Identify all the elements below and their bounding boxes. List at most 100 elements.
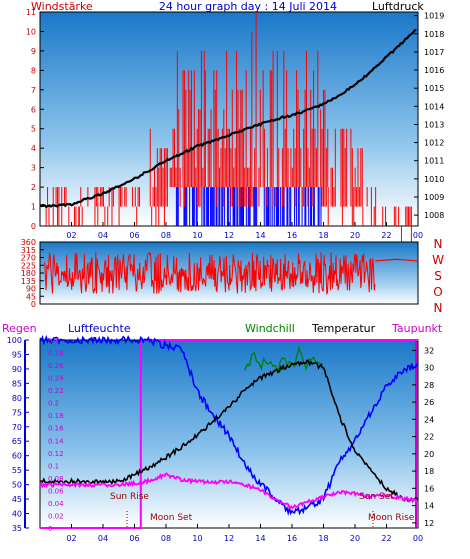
direction-tick-label: 90 [26,285,36,294]
compass-letter: S [434,269,442,283]
time-tick-label: 06 [129,534,139,543]
direction-tick-label: 135 [21,277,36,286]
time-tick-label: 18 [318,534,328,543]
compass-letter: W [432,253,444,267]
rain-tick-label: 0 [48,525,52,533]
time-tick-label: 22 [381,534,391,543]
wind-tick-label: 2 [31,183,36,192]
time-tick-label: 14 [255,534,265,543]
pressure-tick-label: 1011 [424,157,444,166]
time-tick-label: 12 [224,534,234,543]
rain-tick-label: 0.26 [48,362,64,370]
wind-tick-label: 4 [31,144,36,153]
pressure-line [39,29,417,209]
direction-tick-label: 0 [31,300,36,309]
temperature-line [39,359,419,503]
humidity-tick-label: 70 [12,423,22,432]
wind-tick-label: 11 [26,8,36,17]
humidity-tick-label: 95 [12,350,22,359]
rain-tick-label: 0.22 [48,387,64,395]
temperature-tick-label: 20 [424,450,434,459]
wind-tick-label: 8 [31,66,36,75]
wind-tick-label: 9 [31,47,36,56]
temperature-tick-label: 32 [424,346,434,355]
humidity-line [39,334,419,516]
direction-tick-label: 180 [21,269,36,278]
compass-letter: N [434,301,443,315]
pressure-tick-label: 1008 [424,211,444,220]
temperature-tick-label: 22 [424,433,434,442]
rain-tick-label: 0.08 [48,475,64,483]
pressure-tick-label: 1017 [424,48,444,57]
time-tick-label: 20 [350,231,360,240]
direction-tick-label: 45 [26,292,36,301]
compass-letter: O [433,285,442,299]
humidity-tick-label: 85 [12,379,22,388]
temperature-tick-label: 18 [424,467,434,476]
compass-letter: N [434,237,443,251]
pressure-tick-label: 1015 [424,84,444,93]
humidity-tick-label: 55 [12,466,22,475]
rain-tick-label: 0.28 [48,350,64,358]
windchill-label: Windchill [245,322,295,335]
time-tick-label: 00 [413,231,423,240]
direction-tick-label: 360 [21,238,36,247]
rain-axis-label: Regen [2,322,37,335]
time-tick-label: 04 [98,231,108,240]
rain-tick-label: 0.14 [48,437,64,445]
humidity-tick-label: 75 [12,408,22,417]
rain-tick-label: 0.24 [48,375,64,383]
dewpoint-line [39,472,418,510]
wind-tick-label: 7 [31,86,36,95]
time-tick-label: 00 [413,534,423,543]
rain-tick-label: 0.16 [48,425,64,433]
wind-tick-label: 3 [31,164,36,173]
humidity-tick-label: 40 [12,510,22,519]
humidity-tick-label: 65 [12,437,22,446]
rain-tick-label: 0.18 [48,412,64,420]
humidity-tick-label: 60 [12,452,22,461]
humidity-tick-label: 45 [12,495,22,504]
pressure-tick-label: 1012 [424,139,444,148]
humidity-tick-label: 35 [12,524,22,533]
pressure-tick-label: 1019 [424,12,444,21]
pressure-tick-label: 1009 [424,193,444,202]
chart-title: 24 hour graph day : 14 Juli 2014 [159,0,337,13]
sun-rise-label: Sun Rise [110,492,149,502]
time-tick-label: 18 [318,231,328,240]
pressure-axis-label: Luftdruck [372,0,424,13]
wind-tick-label: 5 [31,125,36,134]
pressure-tick-label: 1014 [424,102,444,111]
rain-tick-label: 0.12 [48,450,64,458]
time-tick-label: 12 [224,231,234,240]
time-tick-label: 04 [98,534,108,543]
sun-set-label: Sun Set [359,492,394,502]
time-tick-label: 06 [129,231,139,240]
pressure-tick-label: 1013 [424,120,444,129]
wind-direction-tail [375,258,419,262]
wind-tick-label: 0 [31,222,36,231]
humidity-tick-label: 80 [12,394,22,403]
pressure-tick-label: 1018 [424,30,444,39]
time-tick-label: 16 [287,231,297,240]
temperature-tick-label: 28 [424,381,434,390]
time-tick-label: 10 [192,534,202,543]
time-tick-label: 14 [255,231,265,240]
time-tick-label: 02 [66,231,76,240]
humidity-tick-label: 90 [12,365,22,374]
rain-tick-label: 0.06 [48,487,64,495]
pressure-tick-label: 1016 [424,66,444,75]
wind-tick-label: 6 [31,105,36,114]
wind-tick-label: 10 [26,27,36,36]
rain-tick-label: 0.1 [48,462,59,470]
rain-tick-label: 0.02 [48,512,64,520]
dewpoint-label: Taupunkt [391,322,443,335]
time-tick-label: 16 [287,534,297,543]
direction-tick-label: 315 [21,246,36,255]
temperature-tick-label: 24 [424,415,434,424]
wind-axis-label: Windstärke [31,0,93,13]
time-tick-label: 10 [192,231,202,240]
humidity-axis-label: Luftfeuchte [68,322,131,335]
